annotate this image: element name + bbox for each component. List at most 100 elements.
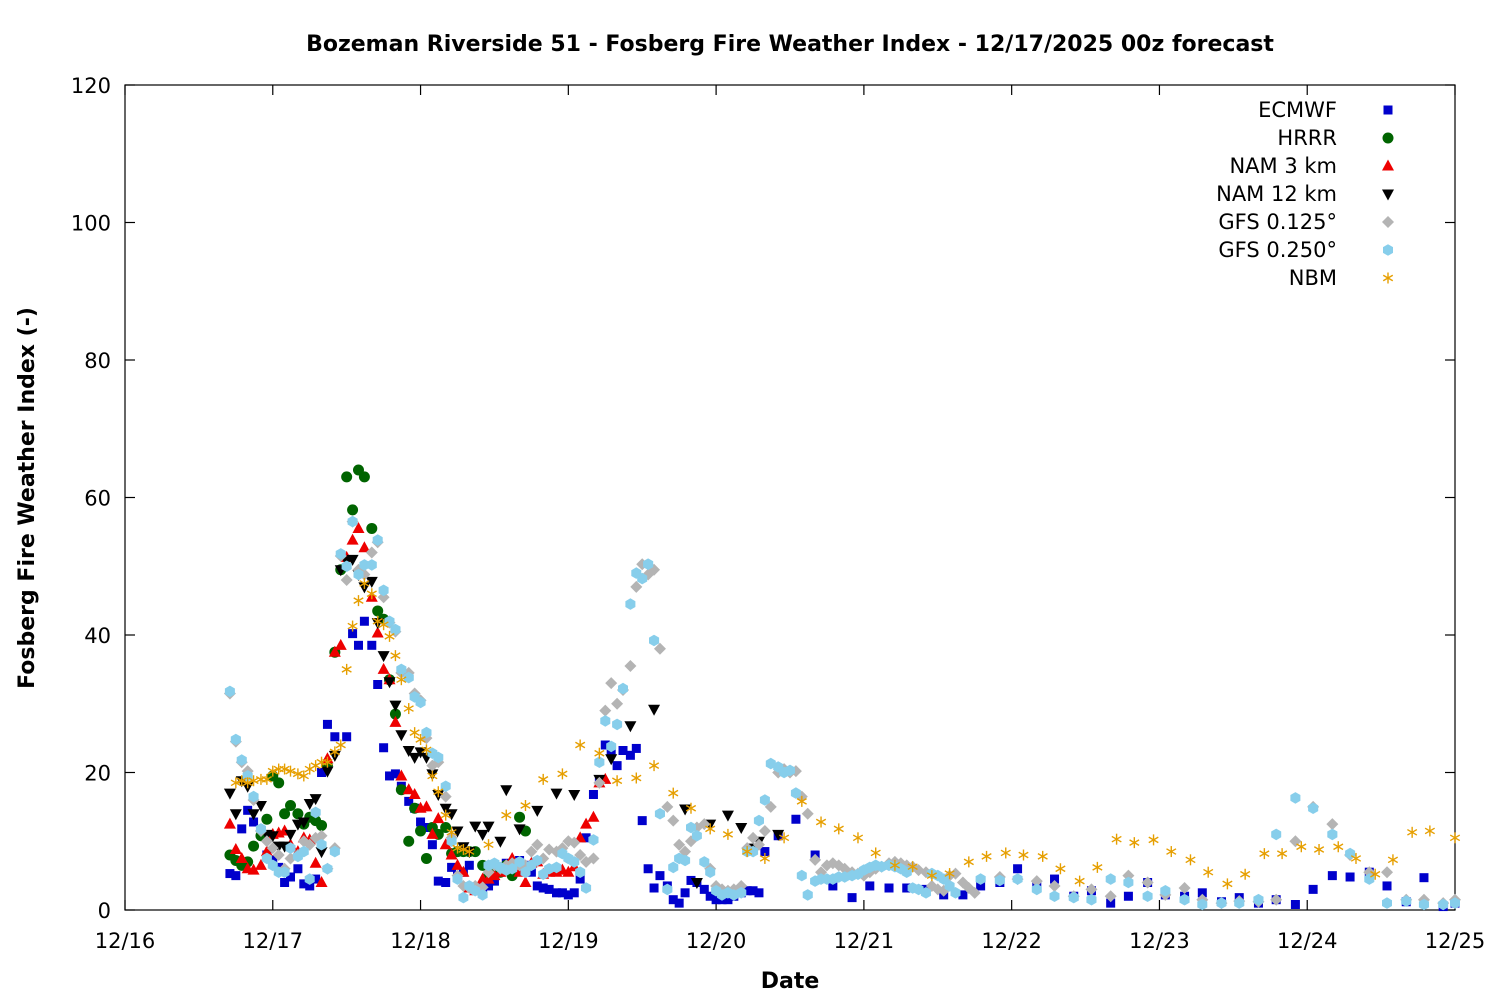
data-point <box>581 882 592 894</box>
data-point <box>379 743 389 753</box>
data-point <box>569 856 580 868</box>
data-point <box>976 881 986 891</box>
data-point <box>1013 864 1023 874</box>
data-point <box>1259 848 1270 860</box>
data-point <box>224 685 235 698</box>
data-point <box>482 821 495 833</box>
data-point <box>649 634 660 647</box>
data-point <box>315 847 328 859</box>
data-point <box>968 886 981 899</box>
y-tick-label: 60 <box>84 487 111 511</box>
data-point <box>229 809 242 821</box>
data-point <box>377 662 390 674</box>
legend-label: GFS 0.125° <box>1218 210 1337 234</box>
data-point <box>594 747 605 759</box>
data-point <box>1050 874 1060 884</box>
data-point <box>358 541 371 553</box>
data-point <box>1234 897 1245 909</box>
data-point <box>421 726 432 739</box>
data-point <box>303 798 316 810</box>
data-point <box>342 732 352 742</box>
data-point <box>1438 898 1449 911</box>
data-point <box>944 868 955 880</box>
data-point <box>353 595 364 607</box>
data-point <box>648 704 661 716</box>
data-point <box>587 852 600 865</box>
data-point <box>261 773 272 785</box>
y-tick-label: 100 <box>71 212 111 236</box>
data-point <box>311 874 321 884</box>
data-point <box>605 677 618 690</box>
data-point <box>439 838 452 850</box>
data-point <box>223 788 236 800</box>
data-point <box>605 754 618 766</box>
data-point <box>1326 818 1339 831</box>
data-point <box>267 859 278 872</box>
data-point <box>371 626 384 638</box>
plot-border <box>124 84 1456 911</box>
data-point <box>385 771 395 781</box>
data-point <box>550 788 563 800</box>
data-point <box>569 888 579 898</box>
data-point <box>315 876 328 887</box>
data-point <box>538 773 549 785</box>
x-tick-label: 12/23 <box>1129 929 1190 953</box>
data-point <box>532 881 542 891</box>
axis-ticks: 0 20 40 60 80 100 120 12/16 12/17 12/18 12/19 12/20… <box>71 74 1485 953</box>
data-point <box>705 823 716 835</box>
data-point <box>1290 792 1301 804</box>
data-point <box>1129 837 1140 849</box>
data-point <box>243 805 253 815</box>
data-point <box>1018 849 1029 861</box>
legend-label: HRRR <box>1277 126 1337 150</box>
data-point <box>421 823 431 832</box>
data-point <box>637 816 647 826</box>
data-point <box>304 873 315 885</box>
data-point <box>1271 828 1282 841</box>
data-point <box>358 471 370 483</box>
data-point <box>637 572 648 585</box>
data-point <box>736 887 747 899</box>
data-points <box>223 464 1461 912</box>
data-point <box>316 819 328 831</box>
data-point <box>445 848 458 860</box>
data-point <box>1308 802 1319 814</box>
data-point <box>404 796 414 806</box>
data-point <box>742 846 753 858</box>
data-point <box>421 744 432 756</box>
data-point <box>328 645 341 657</box>
data-point <box>758 824 771 837</box>
data-point <box>230 733 241 746</box>
data-point <box>519 876 532 887</box>
data-point <box>902 883 912 893</box>
data-point <box>747 831 760 844</box>
data-point <box>384 615 395 627</box>
data-point <box>630 580 643 593</box>
data-point <box>279 866 290 878</box>
data-point <box>949 867 962 880</box>
data-point <box>389 708 401 720</box>
data-point <box>390 650 401 662</box>
data-point <box>446 826 457 838</box>
data-point <box>828 881 838 891</box>
data-point <box>347 504 359 516</box>
data-point <box>1253 893 1264 906</box>
data-point <box>691 830 702 842</box>
data-point <box>668 895 678 905</box>
data-point <box>643 864 653 874</box>
data-point <box>395 730 408 742</box>
data-point <box>484 881 494 891</box>
data-point <box>1313 844 1325 855</box>
data-point <box>254 801 267 812</box>
data-point <box>575 739 586 751</box>
data-point <box>963 856 974 868</box>
legend-label: NBM <box>1289 266 1337 290</box>
x-tick-label: 12/22 <box>981 929 1042 953</box>
data-point <box>513 824 526 836</box>
data-point <box>581 833 591 843</box>
data-point <box>1160 885 1171 897</box>
data-point <box>625 598 636 610</box>
data-point <box>711 895 721 905</box>
data-point <box>285 765 296 777</box>
plot-area <box>124 84 1456 911</box>
